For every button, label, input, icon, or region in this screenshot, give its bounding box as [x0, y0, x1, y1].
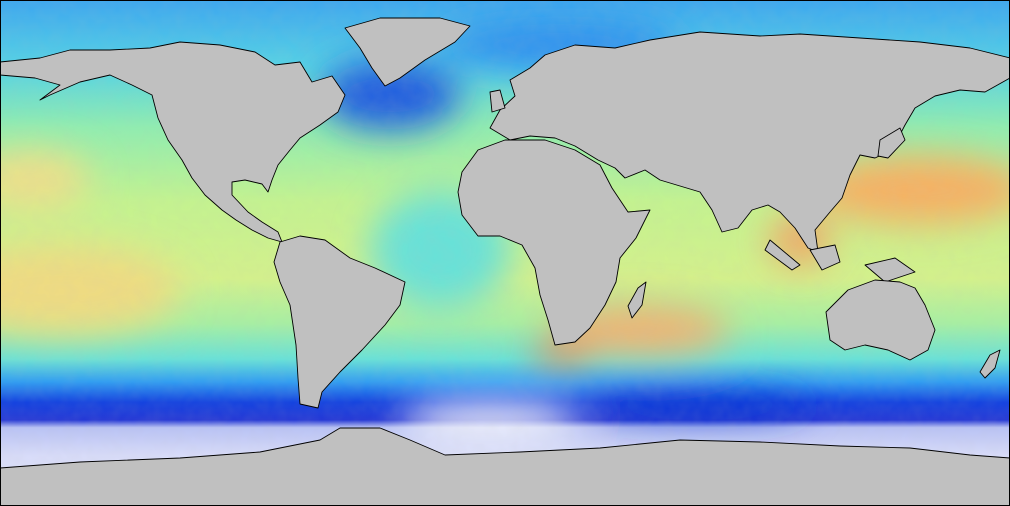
- land: [0, 17, 1010, 506]
